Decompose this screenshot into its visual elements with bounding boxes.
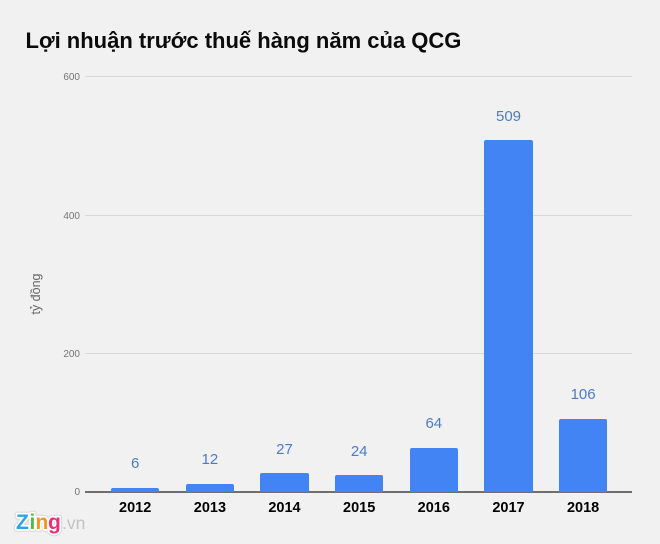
svg-text:n: n xyxy=(36,511,49,534)
svg-text:g: g xyxy=(48,511,61,534)
svg-text:i: i xyxy=(30,511,36,534)
svg-text:.vn: .vn xyxy=(62,513,85,533)
svg-text:i: i xyxy=(30,511,36,534)
svg-text:g: g xyxy=(48,511,61,534)
svg-text:n: n xyxy=(36,511,49,534)
svg-text:Z: Z xyxy=(16,511,29,534)
svg-text:i: i xyxy=(30,511,36,534)
svg-text:Z: Z xyxy=(16,511,29,534)
svg-text:n: n xyxy=(36,511,49,534)
svg-text:Z: Z xyxy=(16,511,29,534)
svg-text:g: g xyxy=(48,511,61,534)
